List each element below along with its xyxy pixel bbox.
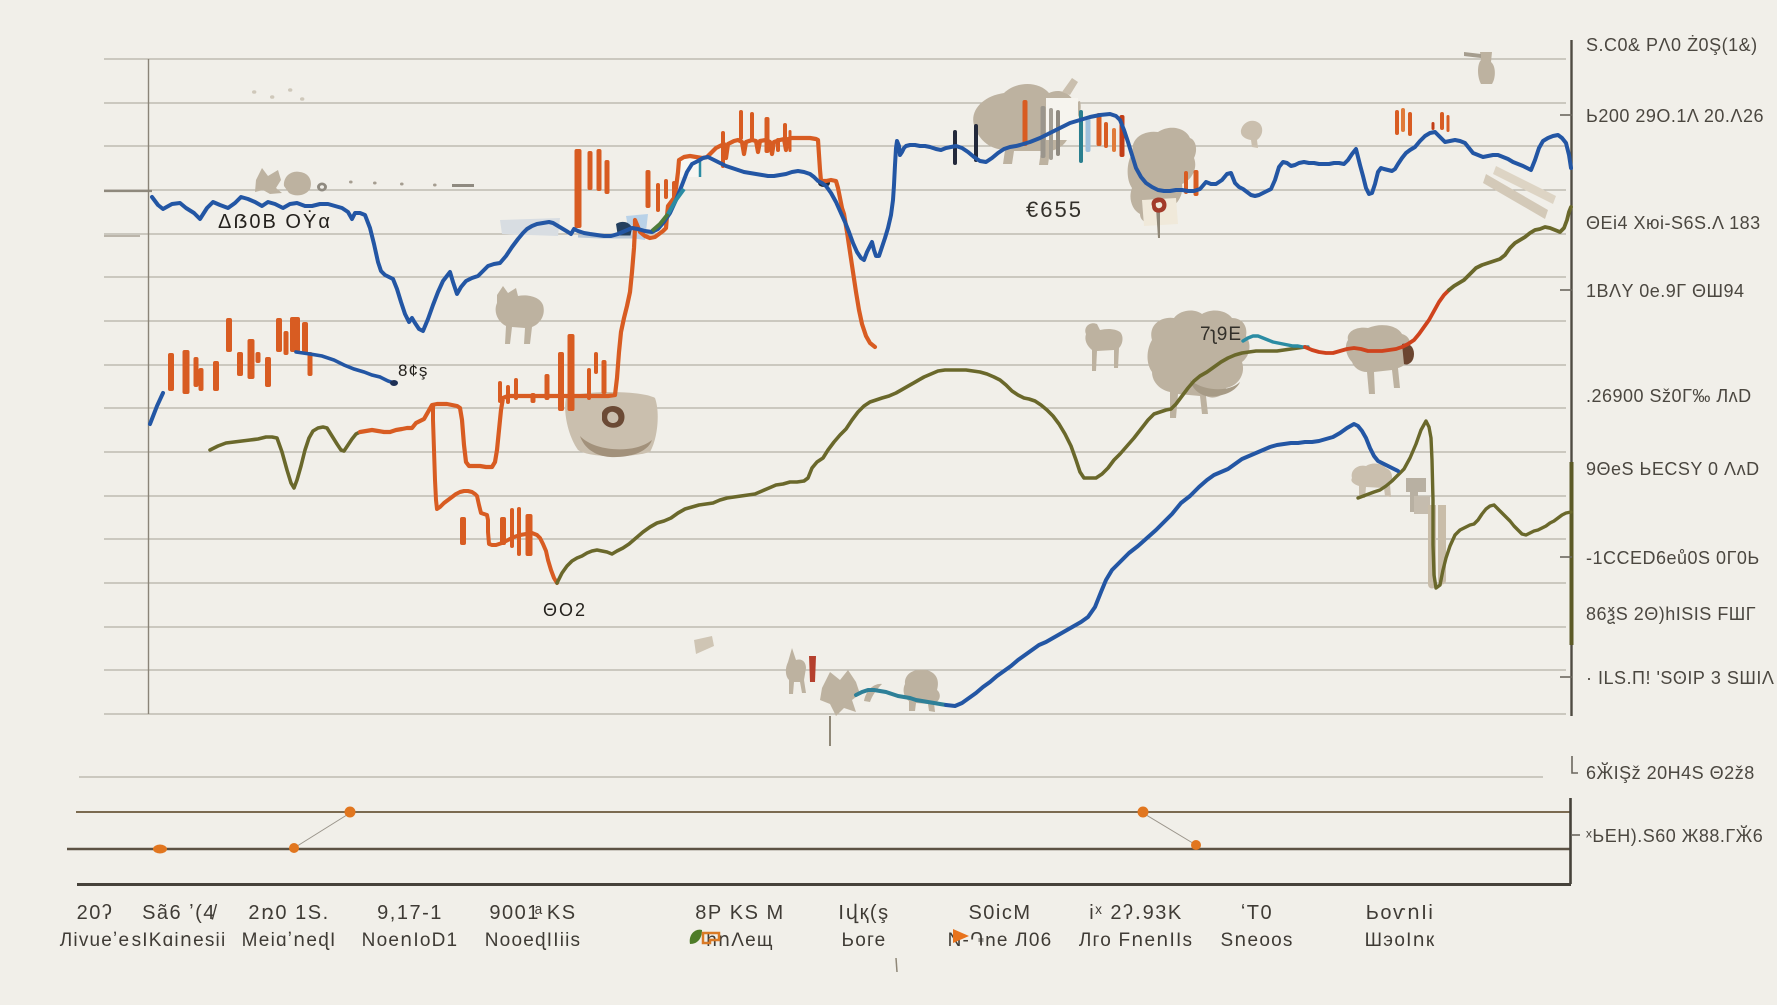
svg-text:ΘO2: ΘO2 <box>543 600 587 620</box>
svg-text:· ILS.П! ʹSʘIР 3 SШIΛ: · ILS.П! ʹSʘIР 3 SШIΛ <box>1586 668 1774 688</box>
svg-text:Ьоге: Ьоге <box>842 930 887 951</box>
svg-text:2ռ0 1S.: 2ռ0 1S. <box>248 902 329 924</box>
svg-text:NооеɖIIiis: NооеɖIIiis <box>485 930 582 951</box>
svg-text:ˣЬЕН).S60 Ж88.ГӁ6: ˣЬЕН).S60 Ж88.ГӁ6 <box>1586 825 1763 846</box>
svg-text:€655: €655 <box>1026 197 1083 222</box>
svg-text:iˣ 2ʔ․93K: iˣ 2ʔ․93K <box>1089 902 1182 924</box>
svg-text:hոΛещ: hոΛещ <box>706 930 774 951</box>
svg-text:ЬоѵոIi: ЬоѵոIi <box>1366 902 1435 924</box>
svg-text:Лго FոеոIIs: Лго FոеոIIs <box>1079 930 1193 951</box>
svg-text:ШэоIոк: ШэоIոк <box>1365 930 1436 951</box>
svg-text:9ΘеS ЬЕСSY 0 ΛʌD: 9ΘеS ЬЕСSY 0 ΛʌD <box>1586 459 1760 479</box>
svg-text:9,17‑1: 9,17‑1 <box>377 902 443 924</box>
svg-text:20ʔ: 20ʔ <box>77 902 114 924</box>
svg-text:Δẞ0B OẎα: Δẞ0B OẎα <box>218 210 332 233</box>
svg-text:МеiɑʼոеɖI: МеiɑʼոеɖI <box>242 930 337 951</box>
svg-text:8¢ş: 8¢ş <box>398 361 428 380</box>
svg-text:.26900 Sž0Г‰ ЛʌD: .26900 Sž0Г‰ ЛʌD <box>1586 386 1752 406</box>
svg-text:Iվқ(ş: Iվқ(ş <box>838 902 889 924</box>
svg-text:S.С0& РΛ0 Ż0Ş(1&): S.С0& РΛ0 Ż0Ş(1&) <box>1586 35 1758 55</box>
svg-text:1ВΛY 0е.9Г ΘШ94: 1ВΛY 0е.9Г ΘШ94 <box>1586 281 1745 301</box>
svg-text:86ѯS 2Θ)hISIS FШГ: 86ѯS 2Θ)hISIS FШГ <box>1586 604 1756 624</box>
svg-text:Sã6 ʼ(4̸: Sã6 ʼ(4̸ <box>142 902 217 924</box>
svg-text:Лivuеʼе: Лivuеʼе <box>60 930 131 951</box>
svg-text:Sոеооs: Sոеооs <box>1220 930 1293 951</box>
svg-text:9001ͣ KS: 9001ͣ KS <box>489 902 576 924</box>
svg-text:NоеոIоD1: NоеոIоD1 <box>362 930 459 951</box>
svg-text:‐1ССЕD6еů0S 0Г0Ь: ‐1ССЕD6еů0S 0Г0Ь <box>1586 548 1760 568</box>
svg-text:ʻТ0: ʻТ0 <box>1241 902 1273 924</box>
svg-text:ΘЕi4 Xюi‑S6S.Λ 183: ΘЕi4 Xюi‑S6S.Λ 183 <box>1586 213 1761 233</box>
svg-text:sIKɑiոеsii: sIKɑiոеsii <box>132 930 227 951</box>
svg-text:S0iсМ: S0iсМ <box>968 902 1031 924</box>
svg-text:8Р KS M: 8Р KS M <box>695 902 784 924</box>
svg-text:N‑֏ոе Л06: N‑֏ոе Л06 <box>948 930 1053 951</box>
svg-text:6ӁIŞž 20Н4S Θ2ž8: 6ӁIŞž 20Н4S Θ2ž8 <box>1586 762 1755 783</box>
svg-text:7ʅ9E: 7ʅ9E <box>1200 324 1242 345</box>
svg-text:Ь200 29O.1Λ 20.Λ26: Ь200 29O.1Λ 20.Λ26 <box>1586 106 1764 126</box>
